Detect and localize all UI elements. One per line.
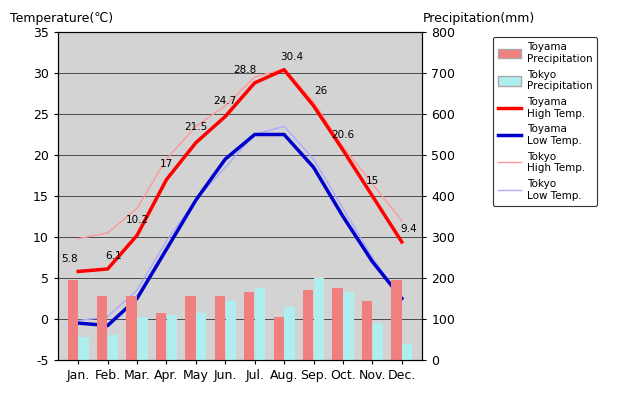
Text: 30.4: 30.4 — [280, 52, 303, 62]
Text: 21.5: 21.5 — [184, 122, 207, 132]
Legend: Toyama
Precipitation, Tokyo
Precipitation, Toyama
High Temp., Toyama
Low Temp., : Toyama Precipitation, Tokyo Precipitatio… — [493, 37, 597, 206]
Bar — [273, 317, 284, 360]
Bar — [372, 323, 383, 360]
Text: 9.4: 9.4 — [401, 224, 417, 234]
Text: 24.7: 24.7 — [214, 96, 237, 106]
Text: 5.8: 5.8 — [61, 254, 77, 264]
Text: 28.8: 28.8 — [233, 65, 256, 75]
Bar — [244, 292, 255, 360]
Bar — [255, 288, 266, 360]
Bar — [343, 292, 353, 360]
Bar — [225, 300, 236, 360]
Text: 20.6: 20.6 — [332, 130, 355, 140]
Bar — [127, 296, 137, 360]
Bar — [108, 335, 118, 360]
Text: 26: 26 — [314, 86, 328, 96]
Bar — [68, 280, 78, 360]
Bar — [391, 280, 401, 360]
Text: 17: 17 — [160, 159, 173, 169]
Bar — [362, 300, 372, 360]
Bar — [138, 317, 148, 360]
Bar — [79, 338, 89, 360]
Text: 10.2: 10.2 — [125, 215, 148, 225]
Bar — [186, 296, 196, 360]
Text: 15: 15 — [366, 176, 379, 186]
Bar — [97, 296, 108, 360]
Text: Temperature(℃): Temperature(℃) — [10, 12, 113, 26]
Bar — [402, 344, 412, 360]
Bar — [167, 315, 177, 360]
Bar — [284, 307, 295, 360]
Bar — [332, 288, 342, 360]
Bar — [196, 313, 207, 360]
Text: Precipitation(mm): Precipitation(mm) — [422, 12, 534, 26]
Bar — [314, 278, 324, 360]
Text: 6.1: 6.1 — [105, 251, 122, 261]
Bar — [214, 296, 225, 360]
Bar — [303, 290, 313, 360]
Bar — [156, 313, 166, 360]
